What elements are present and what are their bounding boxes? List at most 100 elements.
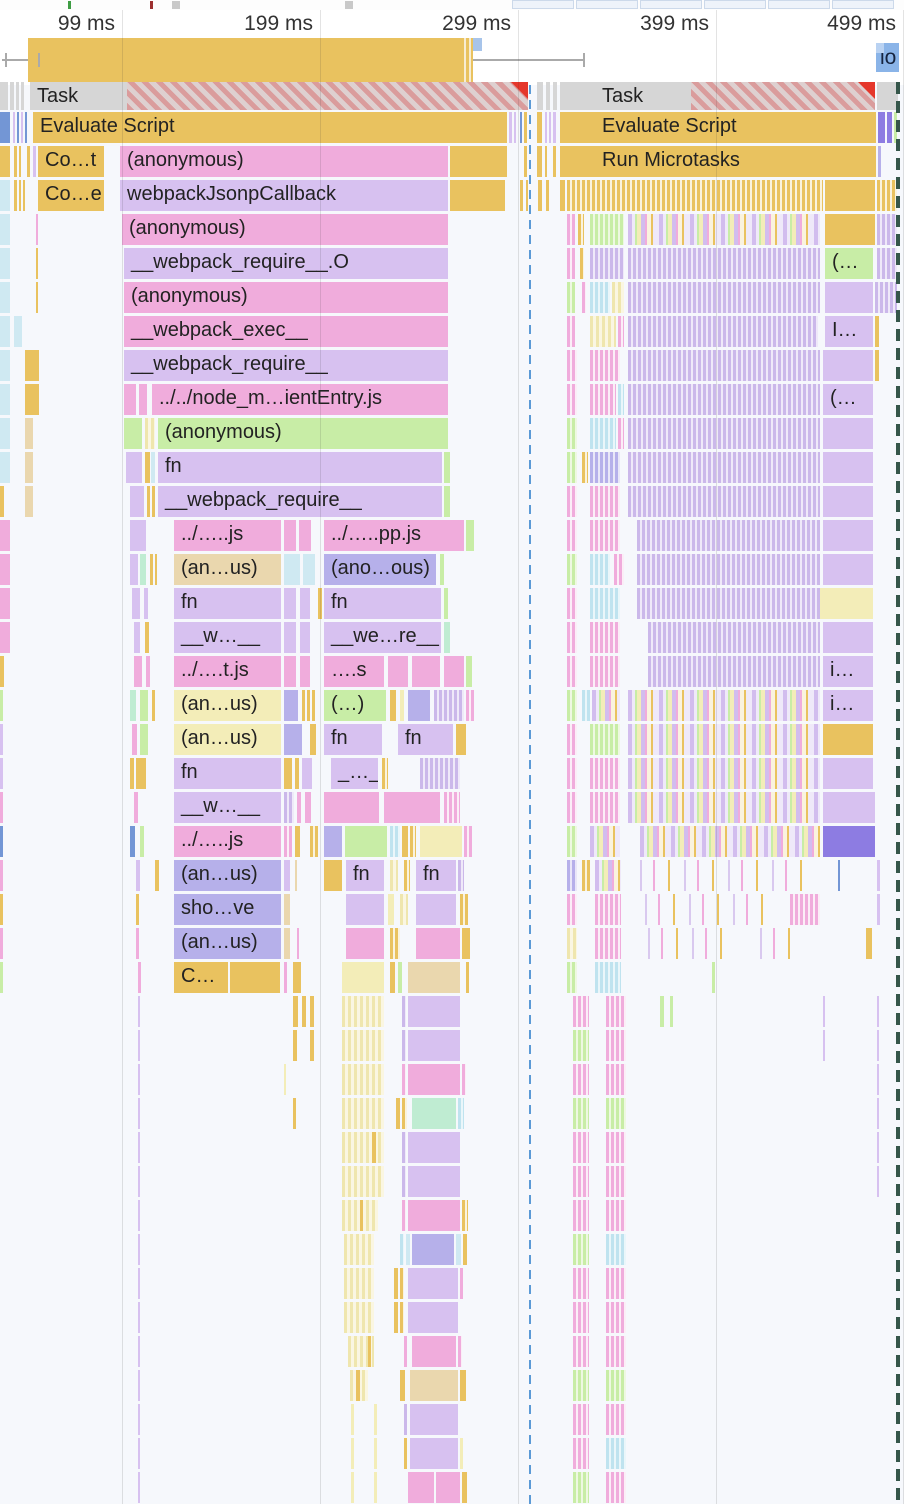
flame-bar[interactable]	[302, 996, 306, 1027]
flame-bar[interactable]	[553, 146, 556, 177]
flame-bar[interactable]	[297, 928, 299, 959]
flame-bar-[interactable]: _…_	[331, 758, 378, 789]
flame-bar[interactable]	[440, 554, 444, 585]
flame-bar[interactable]	[132, 724, 137, 755]
flame-bar[interactable]	[127, 82, 528, 110]
flame-bar[interactable]	[14, 180, 17, 211]
flame-bar[interactable]	[520, 180, 523, 211]
flame-bar[interactable]	[138, 1064, 140, 1095]
flame-bar[interactable]	[875, 282, 897, 313]
flame-bar[interactable]	[402, 1132, 406, 1163]
flame-bar[interactable]	[0, 554, 10, 585]
flame-bar[interactable]	[293, 1030, 297, 1061]
flame-bar[interactable]	[582, 452, 588, 483]
flame-bar[interactable]	[155, 860, 159, 891]
flame-bar[interactable]	[136, 758, 146, 789]
flame-bar[interactable]	[595, 962, 621, 993]
timeline-ruler[interactable]: 99 ms 199 ms 299 ms 399 ms 499 ms	[0, 10, 904, 37]
flame-bar[interactable]	[138, 1302, 140, 1333]
flame-bar[interactable]	[578, 214, 584, 245]
flame-bar[interactable]	[346, 894, 384, 925]
flame-bar[interactable]	[0, 758, 3, 789]
flame-bar-webpack-require-o[interactable]: __webpack_require__.O	[124, 248, 448, 279]
flame-bar[interactable]	[138, 1098, 140, 1129]
flame-bar[interactable]	[152, 690, 155, 721]
flame-bar[interactable]	[284, 860, 290, 891]
flame-bar[interactable]	[760, 928, 800, 959]
flame-bar[interactable]	[138, 1404, 140, 1435]
flame-bar[interactable]	[463, 1234, 467, 1265]
flame-bar-t-js[interactable]: ../….t.js	[174, 656, 281, 687]
flame-bar[interactable]	[606, 1438, 626, 1469]
flame-bar[interactable]	[825, 180, 875, 211]
flame-bar[interactable]	[155, 554, 157, 585]
flame-bar[interactable]	[138, 1132, 140, 1163]
flame-bar[interactable]	[567, 452, 577, 483]
flame-bar[interactable]	[402, 826, 408, 857]
flame-bar[interactable]	[595, 928, 621, 959]
flame-bar[interactable]	[628, 248, 820, 279]
flame-bar[interactable]	[33, 146, 36, 177]
flame-bar[interactable]	[553, 112, 556, 143]
flame-bar[interactable]	[402, 996, 406, 1027]
flame-bar[interactable]	[351, 1438, 354, 1469]
flame-bar[interactable]	[823, 452, 873, 483]
flame-bar[interactable]	[140, 554, 146, 585]
flame-bar[interactable]	[436, 1472, 460, 1503]
flame-bar[interactable]	[400, 1268, 404, 1299]
flame-bar[interactable]	[590, 588, 620, 619]
flame-bar[interactable]	[16, 82, 19, 110]
flame-bar[interactable]	[130, 554, 138, 585]
flame-bar[interactable]	[138, 1438, 140, 1469]
flame-bar-fn[interactable]: fn	[174, 758, 281, 789]
flame-bar[interactable]	[390, 826, 400, 857]
flame-bar[interactable]	[25, 112, 27, 143]
flame-bar[interactable]	[408, 1200, 460, 1231]
flame-bar[interactable]	[408, 690, 430, 721]
flame-bar[interactable]	[138, 1030, 140, 1061]
flame-bar[interactable]	[628, 486, 820, 517]
flame-bar[interactable]	[408, 1268, 458, 1299]
flame-bar[interactable]	[590, 486, 620, 517]
flame-bar[interactable]	[284, 826, 292, 857]
flame-bar[interactable]	[823, 350, 873, 381]
flame-bar[interactable]	[124, 384, 136, 415]
flame-bar[interactable]	[790, 894, 820, 925]
flame-bar[interactable]	[628, 690, 820, 721]
flame-bar[interactable]	[295, 758, 299, 789]
flame-bar[interactable]	[458, 860, 464, 891]
flame-bar-task[interactable]: Task	[560, 82, 691, 110]
flame-bar[interactable]	[360, 1200, 363, 1231]
flame-bar[interactable]	[303, 554, 315, 585]
flame-bar[interactable]	[398, 962, 402, 993]
flame-bar[interactable]	[388, 894, 394, 925]
flame-bar[interactable]	[130, 826, 135, 857]
flame-bar[interactable]	[342, 1166, 384, 1197]
flame-bar[interactable]	[0, 384, 10, 415]
flame-bar[interactable]	[152, 486, 155, 517]
flame-bar[interactable]	[400, 894, 408, 925]
load-event-label[interactable]: lo	[873, 43, 899, 72]
flame-bar[interactable]	[151, 452, 155, 483]
flame-bar[interactable]	[293, 962, 301, 993]
flame-bar[interactable]	[538, 180, 542, 211]
flame-bar[interactable]	[590, 724, 620, 755]
flame-bar-webpack-require[interactable]: __webpack_require__	[124, 350, 448, 381]
flame-bar[interactable]	[14, 316, 22, 347]
flame-bar[interactable]	[0, 520, 10, 551]
flame-bar[interactable]	[444, 792, 460, 823]
flame-bar[interactable]	[618, 316, 624, 347]
flame-bar-i[interactable]: i…	[823, 690, 873, 721]
flame-bar[interactable]	[825, 214, 875, 245]
flame-bar[interactable]	[25, 384, 39, 415]
flame-bar[interactable]	[590, 248, 624, 279]
flame-bar[interactable]	[136, 894, 139, 925]
flame-bar[interactable]	[0, 82, 8, 110]
flame-bar[interactable]	[284, 962, 287, 993]
flame-bar-fn[interactable]: fn	[398, 724, 453, 755]
flame-bar[interactable]	[567, 758, 577, 789]
flame-bar[interactable]	[823, 520, 873, 551]
flame-bar[interactable]	[145, 622, 149, 653]
flame-bar[interactable]	[460, 1370, 466, 1401]
flame-bar[interactable]	[628, 724, 820, 755]
